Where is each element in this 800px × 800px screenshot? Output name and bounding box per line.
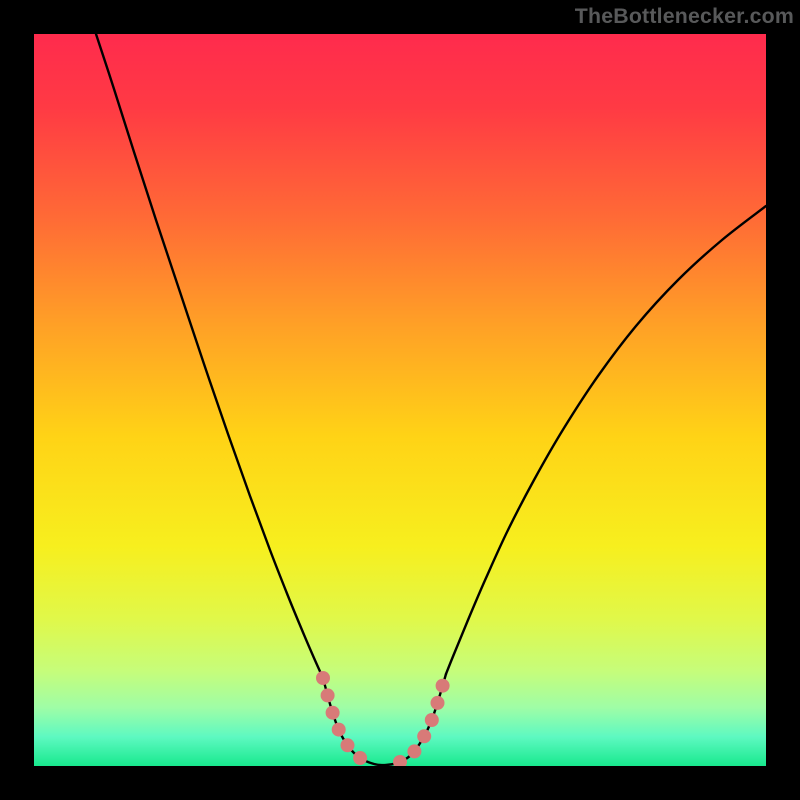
overlay-dot xyxy=(316,671,330,685)
overlay-dot xyxy=(417,729,431,743)
overlay-dot xyxy=(407,744,421,758)
overlay-dot xyxy=(341,738,355,752)
overlay-dot xyxy=(431,696,445,710)
overlay-dot xyxy=(436,679,450,693)
curve-left-descent xyxy=(96,34,323,678)
curve-right-ascent xyxy=(446,206,766,674)
overlay-dot xyxy=(425,713,439,727)
chart-curves-svg xyxy=(34,34,766,766)
overlay-dot xyxy=(393,755,407,766)
watermark-text: TheBottlenecker.com xyxy=(575,4,794,29)
overlay-dot xyxy=(332,723,346,737)
overlay-dot xyxy=(353,751,367,765)
overlay-dot xyxy=(326,706,340,720)
chart-plot-area xyxy=(34,34,766,766)
overlay-dot xyxy=(321,688,335,702)
